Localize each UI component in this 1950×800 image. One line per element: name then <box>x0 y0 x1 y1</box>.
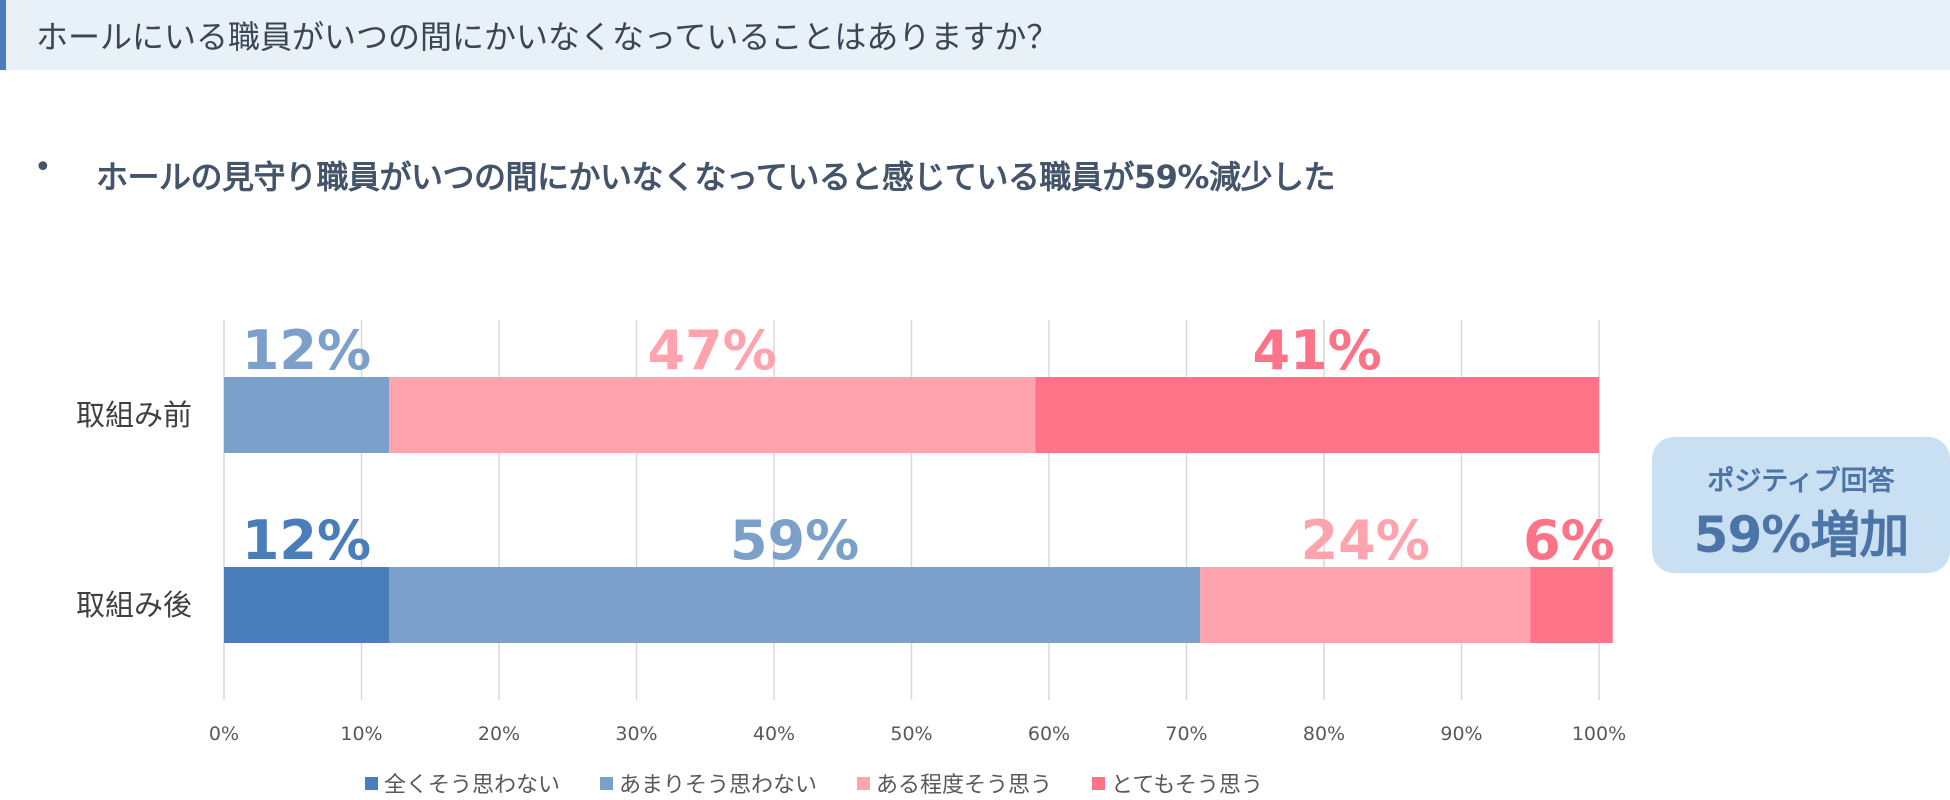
x-tick-label: 20% <box>478 723 520 745</box>
bar-segment <box>389 377 1036 453</box>
legend-item: とてもそう思う <box>1092 770 1263 798</box>
bar-segment <box>224 567 389 643</box>
summary-bullet: • <box>34 150 52 185</box>
callout-label: ポジティブ回答 <box>1707 466 1895 497</box>
data-label: 24% <box>1301 509 1430 572</box>
x-tick-label: 80% <box>1303 723 1345 745</box>
data-label: 59% <box>730 509 859 572</box>
legend-item: 全くそう思わない <box>365 770 561 798</box>
legend-label: ある程度そう思う <box>876 773 1053 798</box>
positive-response-callout: ポジティブ回答 59%増加 <box>1652 437 1950 573</box>
page-title: ホールにいる職員がいつの間にかいなくなっていることはありますか？ <box>36 18 1059 56</box>
legend-item: あまりそう思わない <box>600 770 818 798</box>
x-tick-label: 50% <box>890 723 932 745</box>
bar-segment <box>1530 567 1613 643</box>
legend-item: ある程度そう思う <box>857 770 1053 798</box>
summary-text: ホールの見守り職員がいつの間にかいなくなっていると感じている職員が59%減少した <box>96 158 1336 196</box>
x-tick-label: 90% <box>1440 723 1482 745</box>
x-tick-label: 70% <box>1165 723 1207 745</box>
bar-segment <box>389 567 1201 643</box>
x-tick-label: 30% <box>615 723 657 745</box>
legend-label: 全くそう思わない <box>384 773 561 798</box>
legend-label: とてもそう思う <box>1111 773 1263 798</box>
x-tick-label: 10% <box>340 723 382 745</box>
callout-value: 59%増加 <box>1693 506 1910 564</box>
category-label: 取組み前 <box>76 398 192 432</box>
header-bar: ホールにいる職員がいつの間にかいなくなっていることはありますか？ <box>0 0 1950 70</box>
data-label: 47% <box>647 319 776 382</box>
data-label: 6% <box>1523 509 1615 572</box>
bar-segment <box>1035 377 1599 453</box>
chart-legend: 全くそう思わない あまりそう思わない ある程度そう思う とてもそう思う <box>365 770 1263 798</box>
legend-swatch <box>857 776 871 790</box>
legend-swatch <box>600 776 614 790</box>
data-label: 12% <box>242 509 371 572</box>
bar-segment <box>1200 567 1531 643</box>
data-label: 41% <box>1252 319 1381 382</box>
data-label: 12% <box>242 319 371 382</box>
x-tick-label: 40% <box>753 723 795 745</box>
legend-swatch <box>1092 776 1106 790</box>
legend-label: あまりそう思わない <box>619 773 818 798</box>
x-tick-label: 60% <box>1028 723 1070 745</box>
bar-segment <box>224 377 389 453</box>
category-label: 取組み後 <box>76 588 192 622</box>
stacked-bar-chart: 0% 10% 20% 30% 40% 50% 60% 70% 80% 90% 100% 取組み前 12%… <box>76 319 1626 745</box>
x-tick-label: 100% <box>1572 723 1626 745</box>
legend-swatch <box>365 776 378 790</box>
x-tick-label: 0% <box>209 723 239 745</box>
